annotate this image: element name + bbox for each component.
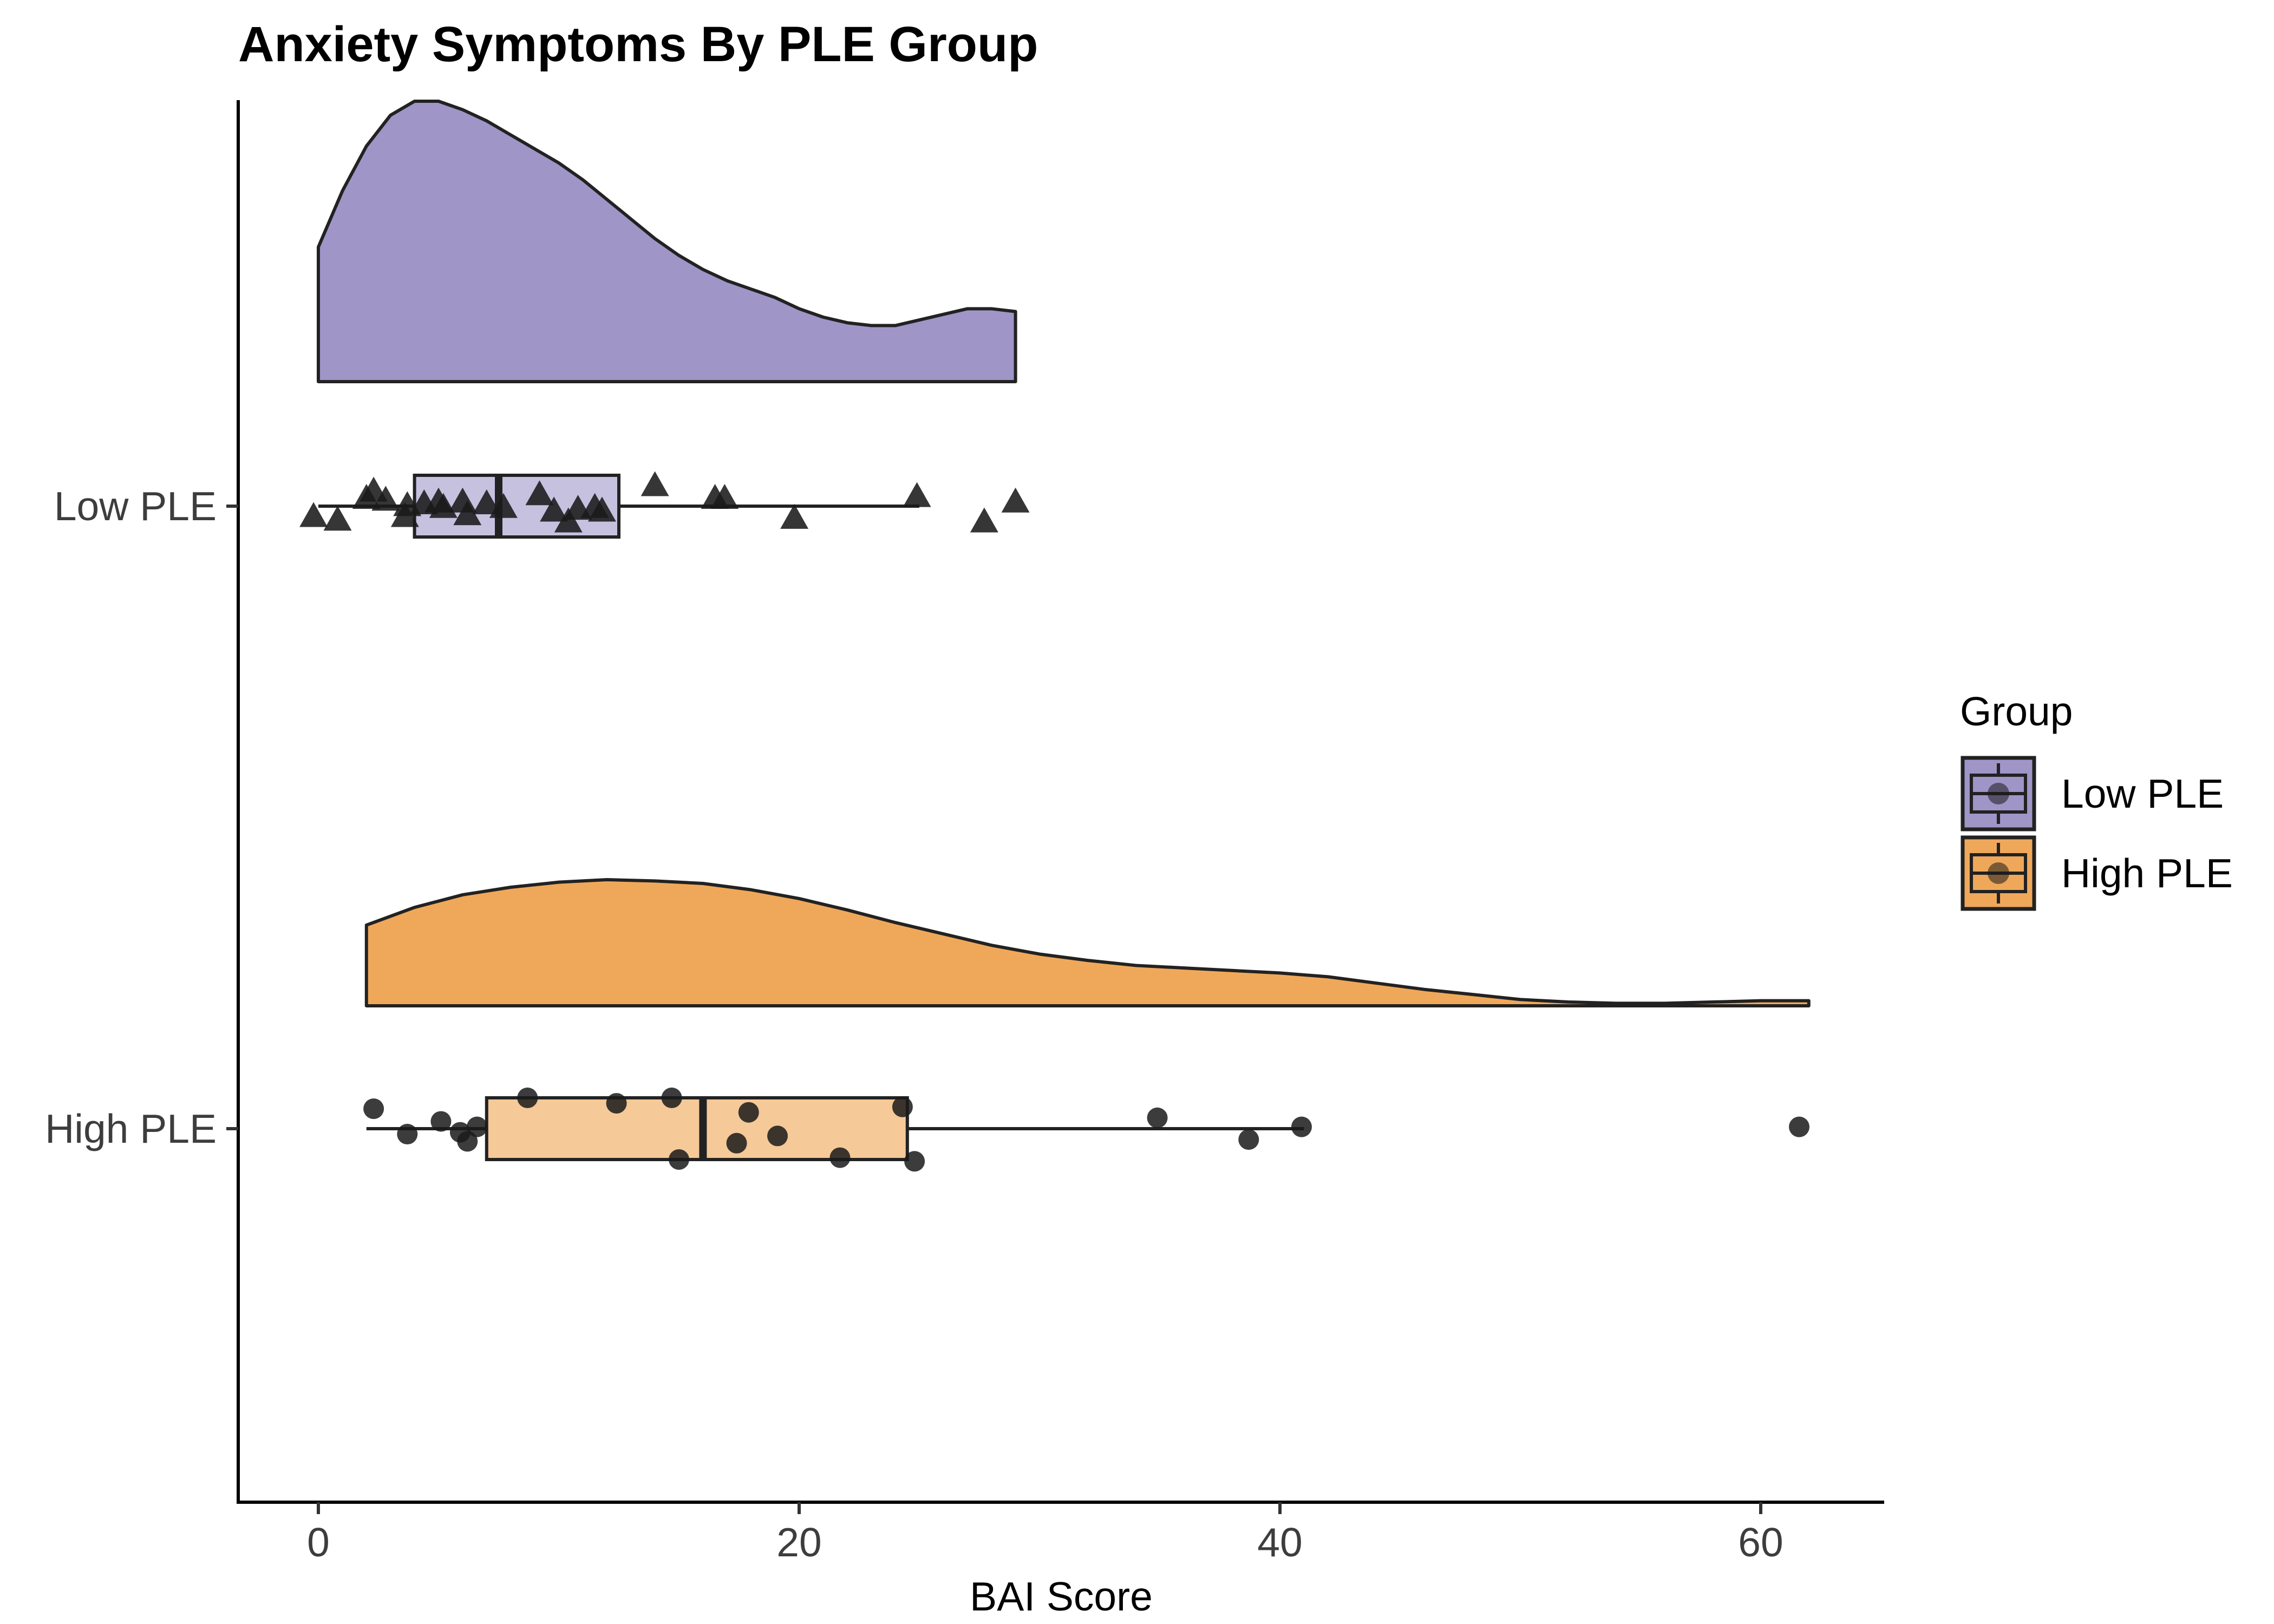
- data-point-low-ple: [323, 506, 352, 531]
- data-point-low-ple: [780, 503, 809, 529]
- data-point-low-ple: [472, 489, 501, 515]
- data-point-high-ple: [829, 1147, 851, 1168]
- data-point-low-ple: [453, 500, 482, 526]
- data-point-high-ple: [892, 1096, 913, 1117]
- data-point-high-ple: [467, 1116, 488, 1137]
- density-layer: [317, 100, 1811, 1007]
- data-point-low-ple: [489, 493, 518, 518]
- data-point-low-ple: [371, 486, 400, 511]
- x-tick-label: 20: [776, 1520, 821, 1565]
- data-point-high-ple: [363, 1098, 384, 1119]
- legend-label-high-ple: High PLE: [2061, 850, 2233, 896]
- density-low-ple: [317, 100, 1017, 383]
- data-point-low-ple: [554, 507, 583, 533]
- legend-key-point: [1988, 783, 2009, 804]
- data-point-high-ple: [430, 1111, 452, 1132]
- legend-title: Group: [1960, 689, 2073, 734]
- data-point-low-ple: [587, 496, 616, 522]
- y-axis-ticks: Low PLE High PLE: [45, 483, 238, 1151]
- data-point-high-ple: [767, 1125, 788, 1147]
- x-tick-label: 60: [1738, 1520, 1783, 1565]
- y-tick-label: High PLE: [45, 1106, 217, 1151]
- data-point-high-ple: [1789, 1116, 1810, 1137]
- box-layer: [413, 474, 909, 1161]
- data-point-high-ple: [904, 1151, 925, 1172]
- x-tick-label: 0: [307, 1520, 330, 1565]
- legend-key-point: [1988, 862, 2009, 884]
- data-point-low-ple: [1001, 487, 1030, 513]
- data-point-low-ple: [641, 471, 669, 496]
- legend-label-low-ple: Low PLE: [2061, 771, 2224, 816]
- data-point-high-ple: [669, 1149, 689, 1170]
- data-point-low-ple: [903, 482, 931, 507]
- data-point-low-ple: [540, 496, 568, 522]
- data-point-high-ple: [661, 1088, 682, 1109]
- y-tick-label: Low PLE: [54, 483, 217, 529]
- whisker-layer: [318, 505, 1304, 1130]
- density-high-ple: [364, 878, 1811, 1007]
- x-axis-title: BAI Score: [970, 1574, 1153, 1619]
- chart-title: Anxiety Symptoms By PLE Group: [238, 17, 1038, 72]
- data-point-low-ple: [970, 507, 998, 533]
- x-tick-label: 40: [1257, 1520, 1302, 1565]
- data-point-high-ple: [517, 1088, 538, 1109]
- points-layer: [299, 471, 1810, 1172]
- data-point-low-ple: [525, 480, 554, 506]
- data-point-low-ple: [710, 484, 739, 509]
- x-axis-ticks: 0 20 40 60: [307, 1502, 1783, 1565]
- legend: Group Low PLE High PLE: [1960, 689, 2233, 911]
- data-point-high-ple: [1147, 1107, 1168, 1128]
- data-point-low-ple: [299, 502, 328, 527]
- data-point-high-ple: [1291, 1116, 1312, 1137]
- data-point-high-ple: [457, 1131, 478, 1152]
- data-point-high-ple: [1238, 1129, 1259, 1150]
- data-point-high-ple: [738, 1102, 759, 1123]
- data-point-high-ple: [726, 1132, 747, 1154]
- data-point-high-ple: [606, 1093, 627, 1114]
- data-point-high-ple: [397, 1124, 418, 1145]
